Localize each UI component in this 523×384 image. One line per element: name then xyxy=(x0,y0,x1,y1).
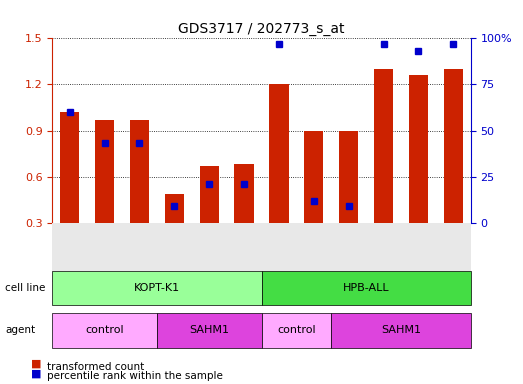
Bar xyxy=(95,120,114,223)
Text: ■: ■ xyxy=(31,368,42,378)
Bar xyxy=(234,164,254,223)
Text: cell line: cell line xyxy=(5,283,46,293)
Bar xyxy=(130,120,149,223)
Bar xyxy=(339,131,358,223)
Text: SAHM1: SAHM1 xyxy=(381,325,421,335)
Text: control: control xyxy=(85,325,124,335)
Bar xyxy=(60,112,79,223)
Bar xyxy=(444,69,463,223)
Title: GDS3717 / 202773_s_at: GDS3717 / 202773_s_at xyxy=(178,22,345,36)
Text: KOPT-K1: KOPT-K1 xyxy=(134,283,180,293)
Text: ■: ■ xyxy=(31,359,42,369)
Text: control: control xyxy=(277,325,316,335)
Bar xyxy=(409,75,428,223)
Text: SAHM1: SAHM1 xyxy=(189,325,229,335)
Bar xyxy=(304,131,323,223)
Text: HPB-ALL: HPB-ALL xyxy=(343,283,390,293)
Bar xyxy=(269,84,289,223)
Bar xyxy=(374,69,393,223)
Text: agent: agent xyxy=(5,325,36,335)
Bar xyxy=(165,194,184,223)
Bar xyxy=(200,166,219,223)
Text: percentile rank within the sample: percentile rank within the sample xyxy=(47,371,223,381)
Text: transformed count: transformed count xyxy=(47,362,144,372)
